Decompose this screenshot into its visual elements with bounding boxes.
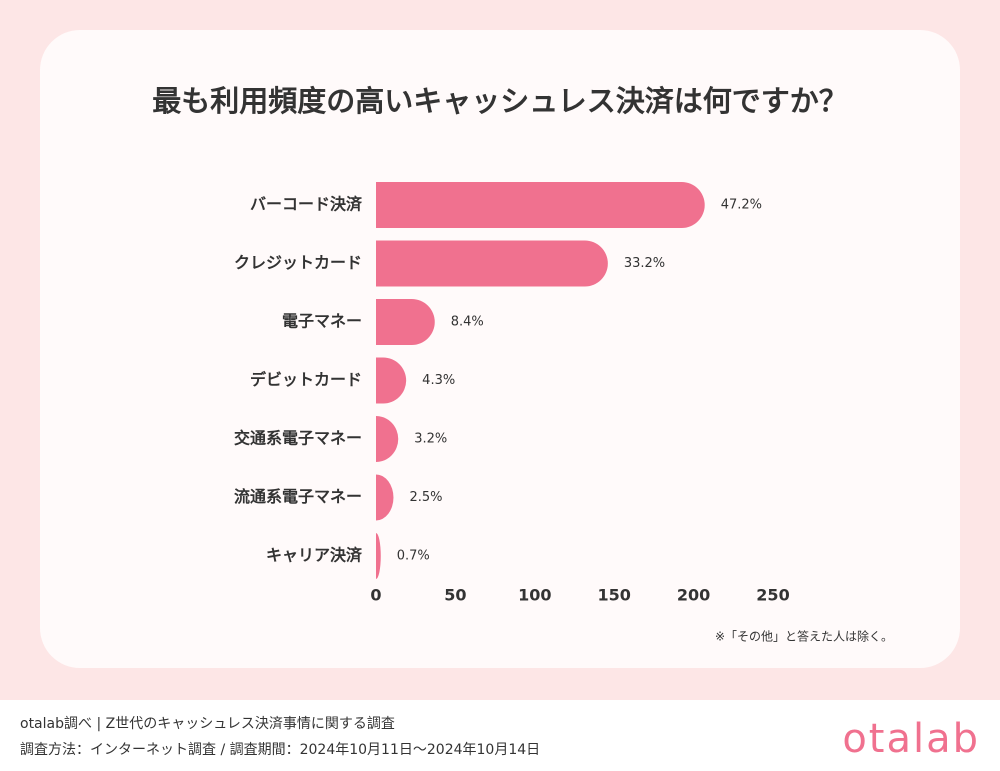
y-tick-label: 電子マネー	[282, 312, 362, 331]
footer-method: 調査方法：インターネット調査 / 調査期間：2024年10月11日〜2024年1…	[20, 742, 540, 758]
bar	[376, 533, 381, 579]
y-tick-label: デビットカード	[250, 370, 362, 389]
value-label: 33.2%	[624, 256, 665, 271]
card	[40, 30, 960, 668]
y-tick-label: クレジットカード	[234, 253, 362, 272]
footer-source: otalab調べ | Z世代のキャッシュレス決済事情に関する調査	[20, 716, 395, 732]
value-label: 0.7%	[397, 549, 430, 564]
x-tick-label: 250	[756, 586, 789, 605]
y-tick-label: キャリア決済	[266, 546, 363, 565]
y-tick-label: 交通系電子マネー	[234, 429, 362, 448]
x-tick-label: 0	[370, 586, 381, 605]
value-label: 2.5%	[409, 490, 442, 505]
bar	[376, 182, 705, 228]
x-tick-label: 50	[444, 586, 466, 605]
value-label: 8.4%	[451, 315, 484, 330]
bar	[376, 299, 435, 345]
value-label: 4.3%	[422, 373, 455, 388]
note: ※「その他」と答えた人は除く。	[715, 629, 893, 644]
x-tick-label: 200	[677, 586, 710, 605]
footer-background	[0, 700, 1000, 771]
y-tick-label: バーコード決済	[250, 195, 363, 214]
bar	[376, 357, 407, 404]
bar	[376, 474, 394, 521]
x-tick-label: 150	[597, 586, 630, 605]
x-tick-label: 100	[518, 586, 551, 605]
chart-title: 最も利用頻度の高いキャッシュレス決済は何ですか？	[152, 84, 847, 118]
value-label: 47.2%	[721, 198, 762, 213]
logo: otalab	[842, 716, 980, 762]
bar	[376, 240, 608, 287]
bar	[376, 416, 399, 462]
y-tick-label: 流通系電子マネー	[234, 487, 362, 506]
value-label: 3.2%	[414, 432, 447, 447]
